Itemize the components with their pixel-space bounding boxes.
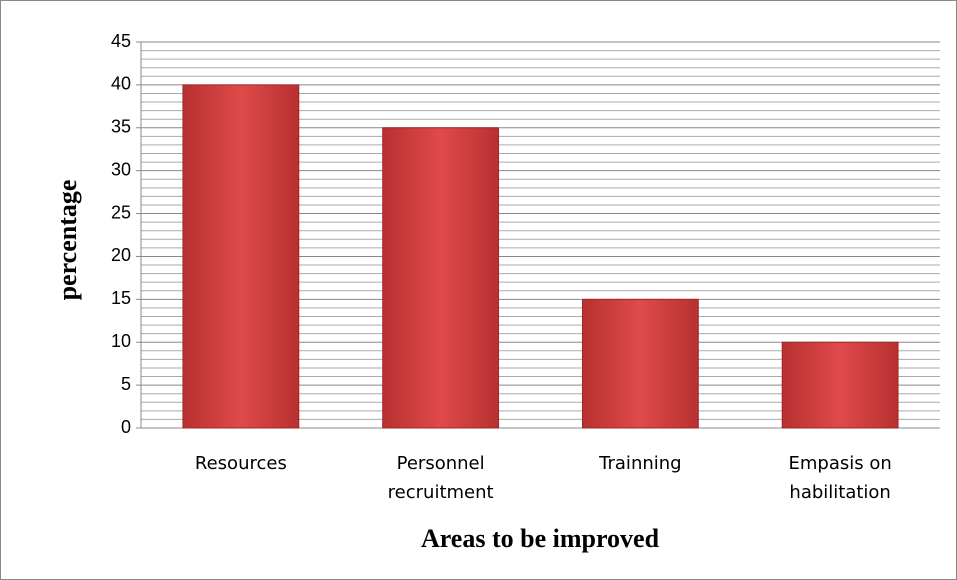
x-tick-label: Personnel recruitment bbox=[387, 453, 494, 503]
bar bbox=[781, 341, 899, 429]
bar bbox=[182, 84, 300, 429]
y-tick-label: 25 bbox=[111, 202, 131, 222]
x-axis-title: Areas to be improved bbox=[421, 524, 660, 553]
y-tick-label: 35 bbox=[111, 117, 131, 137]
x-tick-label: Trainning bbox=[599, 453, 682, 474]
y-tick-label: 5 bbox=[121, 374, 131, 394]
y-tick-label: 20 bbox=[111, 245, 131, 265]
y-tick-label: 30 bbox=[111, 159, 131, 179]
bar bbox=[581, 298, 699, 429]
y-tick-label: 0 bbox=[121, 417, 131, 437]
y-tick-label: 45 bbox=[111, 31, 131, 51]
y-axis-title: percentage bbox=[53, 180, 82, 301]
x-tick-label: Resources bbox=[194, 453, 287, 474]
y-tick-label: 10 bbox=[111, 331, 131, 351]
y-tick-label: 15 bbox=[111, 288, 131, 308]
y-tick-label: 40 bbox=[111, 74, 131, 94]
x-tick-label: Empasis on habilitation bbox=[788, 453, 892, 503]
bar bbox=[382, 127, 500, 429]
